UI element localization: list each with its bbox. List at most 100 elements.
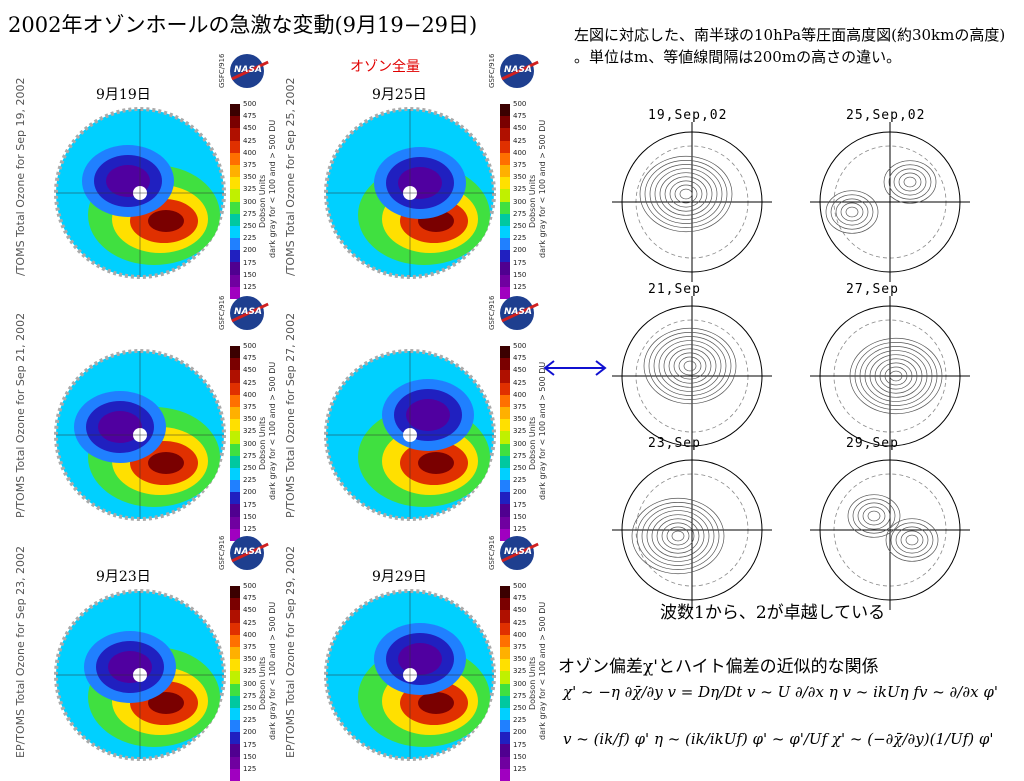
colorbar-ticks: 500 475 450 425 400 375 350 325 300 275 250 225 200 1… [513,98,526,293]
colorbar-tick: 325 [243,667,257,676]
colorbar-tick: 150 [243,752,257,761]
colorbar-tick: 200 [513,246,527,255]
colorbar-tick: 275 [243,691,257,700]
page-title: 2002年オゾンホールの急激な変動(9月19−29日) [8,13,478,37]
colorbar-tick: 125 [243,525,257,534]
ozone-label: オゾン全量 [350,59,420,75]
colorbar-tick: 375 [513,161,527,170]
ozone-panel: 9月19日/TOMS Total Ozone for Sep 19, 2002 5… [14,48,310,299]
nasa-logo-text: NASA [504,65,532,75]
colorbar-tick: 325 [243,185,257,194]
colorbar-ticks: 500 475 450 425 400 375 350 325 300 275 250 225 200 1… [513,340,526,535]
colorbar-tick: 125 [513,283,527,292]
colorbar-ticks: 500 475 450 425 400 375 350 325 300 275 250 225 200 1… [243,340,256,535]
colorbar-tick: 200 [243,246,257,255]
colorbar-tick: 150 [243,512,257,521]
ozone-map [324,107,496,279]
colorbar-tick: 450 [513,366,527,375]
colorbar-tick: 175 [513,740,527,749]
colorbar-tick: 500 [513,582,527,590]
colorbar-tick: 350 [243,655,257,664]
colorbar-tick: 325 [513,667,527,676]
height-map-label: 19,Sep,02 [648,108,728,123]
nasa-logo-icon: NASA [230,296,269,330]
colorbar-tick: 400 [513,390,527,399]
ozone-panel: 9月29日 EP/TOMS Total Ozone for Sep 29, 200… [284,530,580,781]
colorbar-tick: 325 [513,185,527,194]
colorbar-tick: 400 [243,148,257,157]
colorbar-tick: 125 [513,525,527,534]
nasa-logo-icon: NASA [500,536,539,570]
nasa-logo-icon: NASA [500,296,539,330]
colorbar-tick: 225 [513,716,527,725]
colorbar [230,104,240,299]
colorbar-tick: 475 [513,594,527,603]
colorbar-tick: 225 [243,234,257,243]
colorbar-tick: 275 [513,451,527,460]
colorbar-tick: 200 [513,728,527,737]
colorbar [230,346,240,541]
ozone-map [54,107,226,279]
colorbar-ticks: 500 475 450 425 400 375 350 325 300 275 250 225 200 1… [243,580,256,775]
colorbar-tick: 325 [243,427,257,436]
caption: 波数1から、2が卓越している [660,603,886,623]
colorbar-tick: 450 [513,124,527,133]
colorbar-tick: 425 [243,136,257,145]
nasa-logo-icon: NASA [230,536,269,570]
colorbar-tick: 500 [243,342,257,350]
colorbar-tick: 475 [243,594,257,603]
colorbar-tick: 350 [243,173,257,182]
relation-title: オゾン偏差χ'とハイト偏差の近似的な関係 [558,657,879,677]
colorbar [500,104,510,299]
colorbar-tick: 150 [513,752,527,761]
colorbar-tick: 200 [243,728,257,737]
colorbar-tick: 375 [243,403,257,412]
colorbar-tick: 275 [513,691,527,700]
colorbar-tick: 425 [513,136,527,145]
colorbar-tick: 250 [243,464,257,473]
colorbar-tick: 150 [513,270,527,279]
nasa-logo-text: NASA [234,547,262,557]
colorbar-tick: 225 [513,476,527,485]
ozone-map [54,349,226,521]
colorbar-tick: 175 [243,740,257,749]
ozone-panel: P/TOMS Total Ozone for Sep 21, 2002 500 47… [14,290,310,541]
equations-line-1: χ' ~ −η ∂χ̄/∂y v = Dη/Dt v ~ U ∂/∂x η v … [563,683,998,701]
colorbar-tick: 350 [513,415,527,424]
colorbar-tick: 425 [513,378,527,387]
colorbar-tick: 450 [243,606,257,615]
height-map-label: 23,Sep [648,436,701,451]
nasa-logo-text: NASA [504,307,532,317]
colorbar-ticks: 500 475 450 425 400 375 350 325 300 275 250 225 200 1… [243,98,256,293]
nasa-logo-text: NASA [234,307,262,317]
ozone-map [324,589,496,761]
nasa-logo-icon: NASA [500,54,539,88]
ozone-panel: P/TOMS Total Ozone for Sep 27, 2002 500 47… [284,290,580,541]
colorbar-tick: 275 [243,209,257,218]
panel-date: 9月25日 [372,87,427,103]
colorbar-tick: 425 [243,378,257,387]
colorbar-tick: 475 [243,354,257,363]
colorbar-tick: 300 [243,679,257,688]
colorbar-tick: 375 [243,643,257,652]
colorbar-tick: 200 [243,488,257,497]
colorbar-tick: 475 [513,112,527,121]
colorbar-tick: 250 [243,222,257,231]
nasa-logo-text: NASA [234,65,262,75]
colorbar-tick: 325 [513,427,527,436]
ozone-panel: 9月23日 EP/TOMS Total Ozone for Sep 23, 200… [14,530,310,781]
colorbar-tick: 275 [513,209,527,218]
ozone-panel: 9月25日/TOMS Total Ozone for Sep 25, 2002 5… [284,48,580,299]
description-text: 左図に対応した、南半球の10hPa等圧面高度図(約30kmの高度) 。単位はm、… [574,26,1006,66]
colorbar-tick: 400 [513,630,527,639]
colorbar-tick: 175 [243,258,257,267]
colorbar-tick: 175 [243,500,257,509]
colorbar-tick: 475 [243,112,257,121]
colorbar-tick: 225 [243,476,257,485]
panel-date: 9月29日 [372,569,427,585]
colorbar-tick: 150 [513,512,527,521]
colorbar-tick: 225 [513,234,527,243]
